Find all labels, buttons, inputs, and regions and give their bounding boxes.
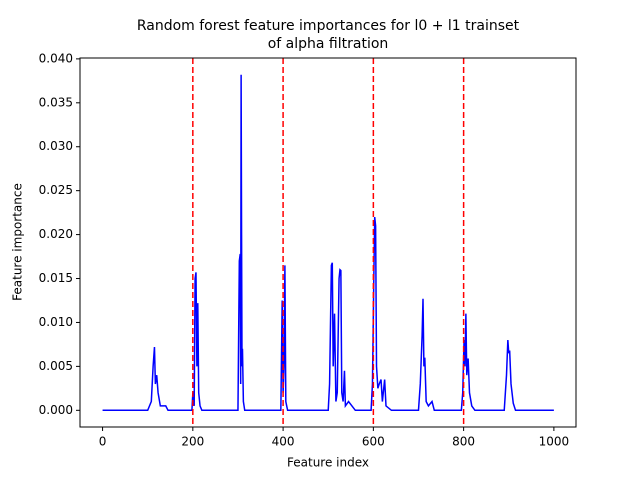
y-tick-label: 0.000 xyxy=(39,403,73,417)
x-tick-label: 600 xyxy=(362,435,385,449)
y-tick-label: 0.015 xyxy=(39,271,73,285)
x-tick-label: 400 xyxy=(272,435,295,449)
series-line xyxy=(102,74,554,412)
y-tick-label: 0.035 xyxy=(39,95,73,109)
plot-frame xyxy=(79,57,577,428)
y-axis-label: Feature importance xyxy=(11,183,25,301)
y-tick-label: 0.040 xyxy=(39,51,73,65)
x-tick-label: 800 xyxy=(452,435,475,449)
x-axis-label: Feature index xyxy=(287,456,369,470)
y-tick-label: 0.010 xyxy=(39,315,73,329)
x-tick-label: 1000 xyxy=(539,435,570,449)
y-tick-label: 0.025 xyxy=(39,183,73,197)
chart-title: Random forest feature importances for l0… xyxy=(137,18,520,34)
chart-title: of alpha filtration xyxy=(268,36,389,52)
y-tick-label: 0.005 xyxy=(39,359,73,373)
y-tick-label: 0.020 xyxy=(39,227,73,241)
x-tick-label: 200 xyxy=(181,435,204,449)
x-tick-label: 0 xyxy=(99,435,107,449)
y-tick-label: 0.030 xyxy=(39,139,73,153)
